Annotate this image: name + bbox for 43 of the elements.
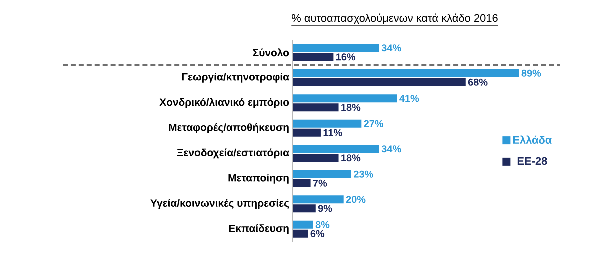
bar: [293, 78, 466, 86]
data-label: 7%: [313, 180, 328, 187]
y-tick-label: Εκπαίδευση: [229, 224, 289, 234]
bar: [293, 230, 308, 238]
data-label: 41%: [400, 95, 420, 102]
y-tick-label: Ξενοδοχεία/εστιατόρια: [177, 148, 290, 159]
data-label: 23%: [354, 170, 374, 178]
data-label: 34%: [382, 44, 402, 52]
bar: [293, 44, 380, 52]
y-tick-label: Μεταφορές/αποθήκευση: [169, 123, 289, 134]
chart-title: % αυτοαπασχολούμενων κατά κλάδο 2016: [292, 14, 498, 24]
data-label: 68%: [468, 78, 488, 86]
data-label: 11%: [324, 129, 342, 136]
y-tick-label: Μεταποίηση: [228, 174, 289, 184]
data-label: 9%: [318, 205, 332, 212]
bar: [293, 179, 311, 188]
data-label: 18%: [342, 154, 361, 162]
data-label: 27%: [364, 120, 384, 128]
data-label: 18%: [342, 104, 361, 112]
bar: [293, 128, 321, 137]
bar: [293, 145, 380, 154]
data-label: 16%: [336, 54, 356, 61]
bar: [293, 94, 398, 103]
bar: [293, 69, 520, 78]
data-label: 34%: [382, 146, 402, 153]
bar: [293, 120, 362, 128]
data-label: 20%: [346, 196, 366, 204]
data-label: 6%: [310, 230, 325, 238]
data-label: 89%: [522, 70, 542, 77]
bar: [293, 196, 344, 204]
bar: [293, 170, 352, 178]
bar: [293, 154, 339, 162]
bar: [293, 220, 314, 229]
bar: [293, 104, 339, 112]
y-tick-label: Σύνολο: [253, 48, 290, 57]
bar: [293, 53, 334, 62]
legend-label: ΕΕ-28: [518, 157, 548, 166]
y-tick-label: Γεωργία/κτηνοτροφία: [182, 72, 290, 83]
bar: [293, 204, 316, 213]
legend-label: Ελλάδα: [513, 136, 552, 144]
data-label: 8%: [316, 221, 330, 228]
y-tick-label: Υγεία/κοινωνικές υπηρεσίες: [150, 199, 290, 210]
y-tick-label: Χονδρικό/λιανικό εμπόριο: [160, 98, 290, 108]
